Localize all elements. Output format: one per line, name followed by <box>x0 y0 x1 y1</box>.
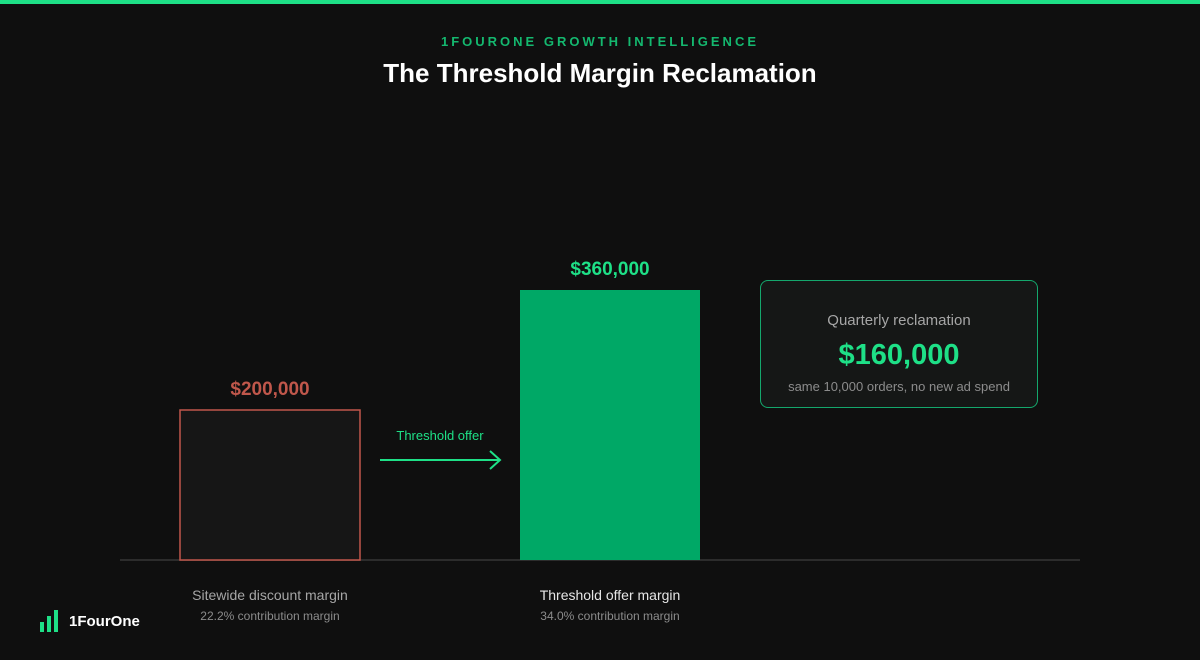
reclamation-callout: Quarterly reclamation $160,000 same 10,0… <box>760 280 1038 408</box>
page-title: The Threshold Margin Reclamation <box>383 58 817 88</box>
value-label-threshold: $360,000 <box>570 259 649 280</box>
eyebrow-text: 1FOURONE GROWTH INTELLIGENCE <box>441 34 759 49</box>
transition-label: Threshold offer <box>396 428 484 443</box>
callout-note: same 10,000 orders, no new ad spend <box>788 379 1010 394</box>
category-label-sitewide: Sitewide discount margin <box>192 587 348 603</box>
subtitle-sitewide: 22.2% contribution margin <box>200 609 339 623</box>
bar-threshold-offer <box>520 290 700 560</box>
logo-text: 1FourOne <box>69 613 140 630</box>
bar-sitewide-discount <box>179 409 361 561</box>
value-label-sitewide: $200,000 <box>230 379 309 400</box>
bar-chart-icon <box>40 610 61 632</box>
right-arrow-icon <box>380 450 502 470</box>
callout-label: Quarterly reclamation <box>827 312 971 329</box>
subtitle-threshold: 34.0% contribution margin <box>540 609 679 623</box>
brand-logo: 1FourOne <box>40 610 140 632</box>
category-label-threshold: Threshold offer margin <box>540 587 681 603</box>
callout-value: $160,000 <box>838 339 960 371</box>
accent-top-bar <box>0 0 1200 4</box>
